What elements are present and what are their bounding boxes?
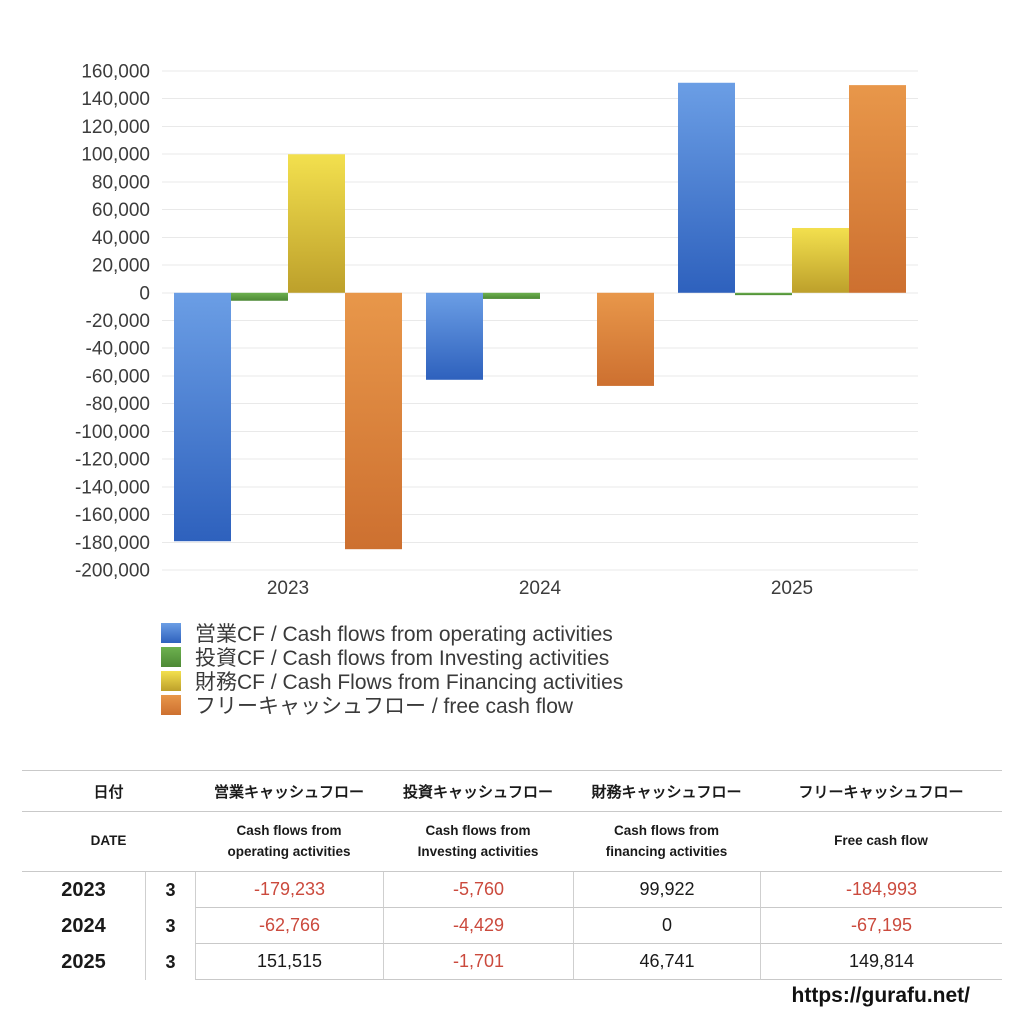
table-cell-investing: -5,760	[383, 872, 573, 908]
bar-free_cash_flow-2023	[345, 292, 402, 550]
y-axis-tick-label: 20,000	[92, 256, 150, 277]
table-cell-operating: 151,515	[195, 944, 383, 980]
y-axis-tick-label: -140,000	[75, 477, 150, 498]
table-cell-operating: -179,233	[195, 872, 383, 908]
legend-swatch-financing-icon	[161, 671, 181, 691]
legend-item-free-cash-flow: フリーキャッシュフロー / free cash flow	[161, 693, 623, 718]
legend-label-financing: 財務CF / Cash Flows from Financing activit…	[195, 671, 624, 694]
legend-label-operating: 営業CF / Cash flows from operating activit…	[195, 623, 613, 646]
x-axis-label-2023: 2023	[267, 578, 309, 599]
table-cell-free: 149,814	[760, 944, 1002, 980]
table-cell-financing: 99,922	[573, 872, 760, 908]
x-axis-label-2025: 2025	[771, 578, 813, 599]
col-header-operating-en: Cash flows from operating activities	[195, 812, 383, 872]
col-header-date-en: DATE	[22, 812, 195, 872]
legend-swatch-investing-icon	[161, 647, 181, 667]
table-cell-operating: -62,766	[195, 908, 383, 944]
y-axis-tick-label: 140,000	[81, 89, 150, 110]
table-cell-financing: 0	[573, 908, 760, 944]
table-cell-free: -67,195	[760, 908, 1002, 944]
y-axis-tick-label: -200,000	[75, 561, 150, 582]
col-header-free-jp: フリーキャッシュフロー	[760, 770, 1002, 812]
y-axis-tick-label: 0	[139, 283, 150, 304]
site-url: https://gurafu.net/	[791, 984, 970, 1007]
bar-free_cash_flow-2024	[597, 292, 654, 386]
table-cell-year: 2023	[61, 878, 106, 901]
legend-label-investing: 投資CF / Cash flows from Investing activit…	[195, 647, 610, 670]
legend-swatch-operating-icon	[161, 623, 181, 643]
y-axis-tick-label: 100,000	[81, 145, 150, 166]
x-axis-label-2024: 2024	[519, 578, 562, 599]
bar-financing-2025	[792, 227, 849, 293]
cash-flow-bar-chart: 160,000 140,000 120,000 100,000 80,000 60,000…	[75, 62, 918, 599]
table-cell-year: 2024	[61, 914, 106, 937]
table-cell-financing: 46,741	[573, 944, 760, 980]
y-axis-tick-label: 120,000	[81, 117, 150, 138]
y-axis-tick-label: 80,000	[92, 172, 150, 193]
col-header-operating-jp: 営業キャッシュフロー	[195, 770, 383, 812]
y-axis-tick-label: -80,000	[86, 394, 150, 415]
table-cell-investing: -1,701	[383, 944, 573, 980]
table-cell-month: 3	[145, 944, 195, 980]
col-header-financing-jp: 財務キャッシュフロー	[573, 770, 760, 812]
table-cell-month: 3	[145, 908, 195, 944]
y-axis-tick-label: 40,000	[92, 228, 150, 249]
chart-legend: 営業CF / Cash flows from operating activit…	[161, 621, 624, 718]
y-axis-tick-label: 160,000	[81, 62, 150, 83]
y-axis-tick-label: -20,000	[86, 311, 150, 332]
legend-item-operating: 営業CF / Cash flows from operating activit…	[161, 621, 623, 646]
y-axis-tick-label: -120,000	[75, 450, 150, 471]
legend-item-investing: 投資CF / Cash flows from Investing activit…	[161, 645, 623, 670]
col-header-free-en: Free cash flow	[760, 812, 1002, 872]
legend-label-free-cash-flow: フリーキャッシュフロー / free cash flow	[195, 695, 574, 718]
table-cell-free: -184,993	[760, 872, 1002, 908]
table-cell-investing: -4,429	[383, 908, 573, 944]
y-axis-tick-label: -60,000	[86, 366, 150, 387]
col-header-investing-jp: 投資キャッシュフロー	[383, 770, 573, 812]
legend-swatch-free-cash-flow-icon	[161, 695, 181, 715]
y-axis-tick-label: -180,000	[75, 533, 150, 554]
bar-operating-2024	[426, 292, 483, 380]
col-header-investing-en: Cash flows from Investing activities	[383, 812, 573, 872]
col-header-date-jp: 日付	[22, 770, 195, 812]
y-axis-tick-label: -40,000	[86, 339, 150, 360]
bar-free_cash_flow-2025	[849, 85, 906, 293]
bar-investing-2024	[483, 292, 540, 299]
bar-financing-2023	[288, 154, 345, 293]
y-axis-tick-label: -160,000	[75, 505, 150, 526]
col-header-financing-en: Cash flows from financing activities	[573, 812, 760, 872]
table-cell-year: 2025	[61, 950, 106, 973]
bar-operating-2023	[174, 292, 231, 542]
cash-flow-table: 日付 営業キャッシュフロー 投資キャッシュフロー 財務キャッシュフロー フリーキ…	[22, 770, 1002, 980]
bar-investing-2023	[231, 292, 288, 301]
bar-investing-2025	[735, 292, 792, 296]
y-axis-tick-label: -100,000	[75, 422, 150, 443]
legend-item-financing: 財務CF / Cash Flows from Financing activit…	[161, 669, 624, 694]
bar-operating-2025	[678, 82, 735, 293]
y-axis-tick-label: 60,000	[92, 200, 150, 221]
table-cell-month: 3	[145, 872, 195, 908]
